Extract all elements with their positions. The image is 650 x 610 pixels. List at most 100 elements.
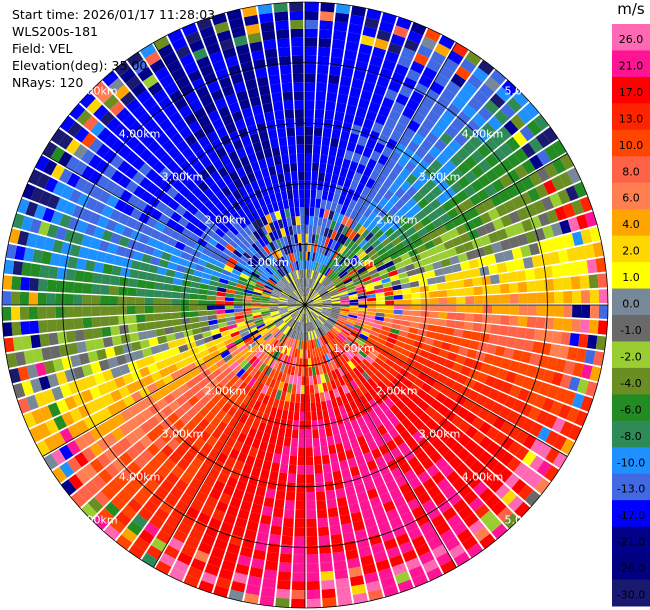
- gate-cell: [452, 381, 464, 394]
- gate-cell: [495, 203, 508, 217]
- gate-cell: [410, 286, 421, 294]
- gate-cell: [129, 476, 144, 491]
- gate-cell: [180, 198, 192, 210]
- gate-cell: [551, 175, 565, 192]
- gate-cell: [235, 245, 246, 255]
- gate-cell: [377, 353, 388, 363]
- gate-cell: [196, 17, 213, 31]
- ray: [305, 90, 529, 305]
- gate-cell: [247, 172, 257, 183]
- gate-cell: [353, 201, 363, 213]
- gate-cell: [166, 186, 179, 199]
- gate-cell: [503, 512, 520, 529]
- gate-cell: [220, 154, 232, 167]
- gate-cell: [43, 436, 59, 453]
- gate-cell: [305, 10, 319, 21]
- gate-cell: [525, 328, 536, 340]
- gate-cell: [126, 520, 143, 536]
- gate-cell: [229, 361, 239, 371]
- gate-cell: [312, 162, 320, 172]
- gate-cell: [305, 82, 316, 92]
- gate-cell: [267, 265, 275, 274]
- gate-cell: [472, 322, 483, 332]
- gate-cell: [286, 263, 293, 273]
- gate-cell: [202, 34, 218, 48]
- gate-cell: [266, 357, 274, 367]
- gate-cell: [428, 284, 438, 292]
- gate-cell: [118, 276, 129, 287]
- gate-cell: [217, 322, 228, 329]
- gate-cell: [159, 74, 175, 89]
- gate-cell: [177, 458, 190, 471]
- gate-cell: [335, 282, 345, 289]
- gate-cell: [481, 122, 496, 137]
- gate-cell: [349, 305, 359, 308]
- gate-cell: [470, 149, 485, 164]
- gate-cell: [424, 240, 435, 250]
- gate-cell: [169, 486, 184, 500]
- gate-cell: [440, 341, 452, 351]
- gate-cell: [499, 283, 510, 294]
- gate-cell: [420, 305, 430, 311]
- gate-cell: [291, 580, 305, 591]
- gate-cell: [321, 217, 328, 228]
- gate-cell: [96, 452, 112, 468]
- gate-cell: [498, 467, 513, 483]
- gate-cell: [82, 294, 92, 305]
- gate-cell: [345, 283, 355, 289]
- gate-cell: [283, 288, 292, 295]
- gate-cell: [305, 305, 314, 307]
- gate-cell: [265, 488, 276, 499]
- gate-cell: [210, 171, 222, 183]
- gate-cell: [125, 217, 138, 229]
- gate-cell: [144, 305, 154, 314]
- gate-cell: [397, 247, 408, 256]
- gate-cell: [148, 264, 159, 274]
- gate-cell: [156, 266, 168, 276]
- gate-cell: [472, 430, 486, 445]
- gate-cell: [530, 438, 545, 455]
- gate-cell: [393, 314, 403, 320]
- gate-cell: [251, 419, 261, 430]
- gate-cell: [162, 225, 174, 237]
- gate-cell: [351, 583, 367, 596]
- gate-cell: [89, 386, 102, 400]
- gate-cell: [298, 313, 303, 322]
- gate-cell: [308, 260, 312, 270]
- ray: [12, 305, 305, 399]
- gate-cell: [228, 417, 239, 429]
- gate-cell: [389, 194, 400, 206]
- gate-cell: [313, 307, 323, 311]
- gate-cell: [77, 193, 90, 208]
- gate-cell: [146, 429, 160, 443]
- gate-cell: [276, 282, 285, 290]
- gate-cell: [519, 191, 533, 206]
- gate-cell: [402, 257, 413, 267]
- gate-cell: [352, 446, 363, 458]
- gate-cell: [382, 177, 394, 190]
- gate-cell: [239, 371, 249, 382]
- colorbar-swatches: [612, 24, 650, 607]
- gate-cell: [312, 330, 317, 340]
- gate-cell: [323, 418, 331, 429]
- ray: [305, 50, 482, 305]
- gate-cell: [338, 291, 348, 296]
- gate-cell: [169, 254, 180, 264]
- gate-cell: [232, 189, 242, 201]
- gate-cell: [196, 237, 208, 248]
- gate-cell: [399, 368, 410, 378]
- gate-cell: [424, 28, 441, 43]
- gate-cell: [315, 198, 322, 209]
- gate-cell: [324, 237, 331, 247]
- gate-cell: [507, 425, 522, 440]
- gate-cell: [270, 310, 280, 315]
- gate-cell: [313, 306, 323, 310]
- gate-cell: [165, 515, 181, 529]
- colorbar-tick-label: -8.0: [620, 430, 641, 443]
- colorbar-swatch: [612, 579, 650, 607]
- gate-cell: [75, 419, 89, 435]
- gate-cell: [311, 366, 317, 376]
- gate-cell: [292, 330, 297, 339]
- gate-cell: [527, 292, 537, 304]
- gate-cell: [295, 216, 301, 226]
